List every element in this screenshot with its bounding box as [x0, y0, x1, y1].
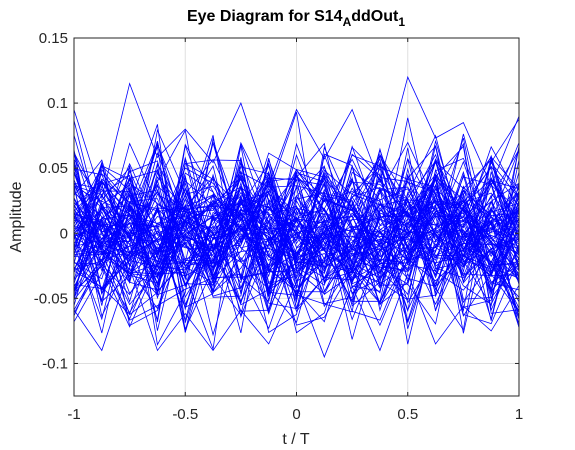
y-axis-label: Amplitude: [8, 181, 25, 252]
eye-trace-73: [73, 124, 520, 333]
chart-title-subscript-2: 1: [398, 15, 405, 29]
eye-trace-88: [73, 156, 520, 325]
x-tick-label-3: 0.5: [397, 406, 418, 423]
chart-title: Eye Diagram for S14AddOut1: [187, 8, 405, 29]
eye-trace-109: [73, 161, 520, 313]
x-tick-label-2: 0: [292, 406, 300, 423]
eye-trace-0: [73, 75, 520, 200]
eye-trace-78: [73, 176, 520, 330]
eye-trace-107: [73, 174, 520, 277]
eye-traces: [73, 75, 520, 359]
eye-trace-21: [73, 138, 520, 346]
y-tick-label-5: 0.15: [39, 30, 68, 47]
eye-trace-65: [73, 170, 520, 291]
eye-trace-89: [73, 154, 520, 329]
x-tick-label-4: 1: [515, 406, 523, 423]
eye-trace-105: [73, 141, 520, 288]
x-axis-label: t / T: [282, 431, 309, 448]
eye-trace-99: [73, 147, 520, 278]
eye-trace-108: [73, 178, 520, 302]
eye-trace-81: [73, 161, 520, 282]
eye-trace-98: [73, 192, 520, 322]
y-tick-label-3: 0.05: [39, 160, 68, 177]
y-tick-label-4: 0.1: [47, 95, 68, 112]
eye-trace-102: [73, 118, 520, 332]
eye-trace-83: [73, 145, 520, 323]
axis-ticks: -1 -0.5 0 0.5 1 -0.1 -0.05 0 0.05 0.1 0.15: [34, 30, 523, 423]
y-tick-label-2: 0: [60, 225, 68, 242]
chart-title-mid: ddOut: [351, 8, 399, 25]
eye-trace-92: [73, 151, 520, 303]
eye-trace-87: [73, 169, 520, 321]
eye-trace-106: [73, 171, 520, 318]
y-tick-label-1: -0.05: [34, 290, 68, 307]
eye-trace-55: [73, 173, 520, 334]
chart-title-subscript-1: A: [343, 15, 352, 29]
eye-trace-95: [73, 192, 520, 304]
x-tick-label-1: -0.5: [172, 406, 198, 423]
eye-trace-97: [73, 144, 520, 322]
eye-trace-93: [73, 134, 520, 292]
eye-trace-68: [73, 147, 520, 314]
eye-trace-67: [73, 145, 520, 314]
chart-title-main: Eye Diagram for S14: [187, 8, 343, 25]
y-tick-label-0: -0.1: [42, 355, 68, 372]
x-tick-label-0: -1: [67, 406, 80, 423]
eye-trace-85: [73, 173, 520, 315]
eye-trace-20: [73, 112, 520, 345]
